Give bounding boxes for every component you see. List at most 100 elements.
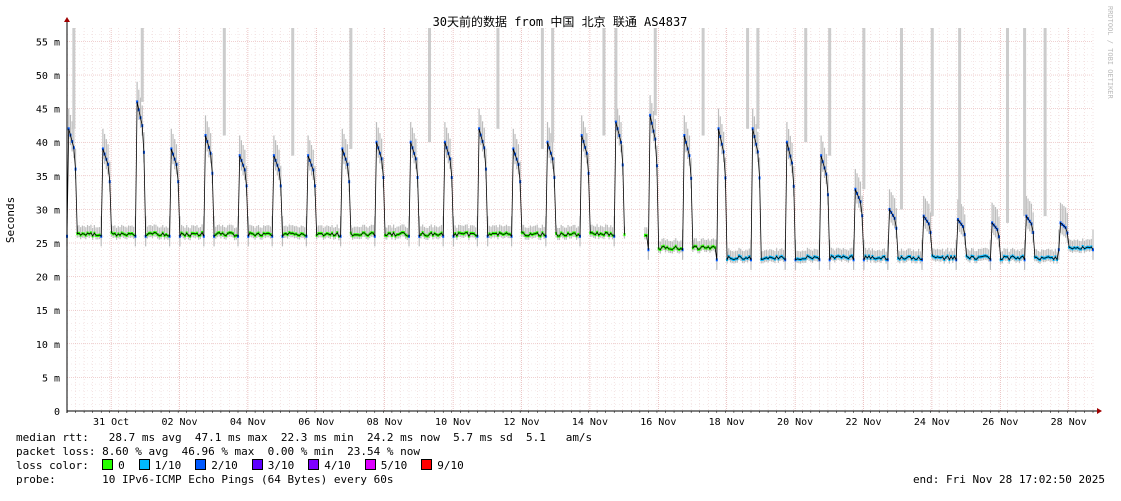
loss-spike bbox=[349, 28, 353, 149]
median-rtt-values: 28.7 ms avg 47.1 ms max 22.3 ms min 24.2… bbox=[108, 431, 593, 444]
loss-spike bbox=[72, 28, 76, 129]
loss-spike bbox=[496, 28, 500, 129]
x-tick-label: 04 Nov bbox=[230, 417, 266, 428]
loss-color-text: 5/10 bbox=[380, 459, 408, 472]
loss-spike bbox=[222, 28, 226, 136]
y-tick-label: 45 m bbox=[36, 105, 60, 116]
loss-color-item: 5/10 bbox=[364, 459, 408, 472]
loss-color-marker bbox=[647, 248, 650, 252]
x-tick-label: 18 Nov bbox=[709, 417, 745, 428]
x-tick-label: 10 Nov bbox=[435, 417, 471, 428]
y-tick-label: 55 m bbox=[36, 37, 60, 48]
loss-spike bbox=[602, 28, 606, 136]
loss-color-item: 3/10 bbox=[251, 459, 295, 472]
loss-spike bbox=[930, 28, 934, 217]
loss-color-items: 0 1/10 2/10 3/10 4/10 5/10 9/10 bbox=[102, 459, 478, 472]
loss-spike bbox=[862, 28, 866, 190]
y-tick-label: 50 m bbox=[36, 71, 60, 82]
x-tick-label: 06 Nov bbox=[298, 417, 334, 428]
loss-color-marker bbox=[649, 113, 652, 117]
loss-spike bbox=[1043, 28, 1047, 217]
packet-loss-values: 8.60 % avg 46.96 % max 0.00 % min 23.54 … bbox=[102, 445, 420, 458]
grid bbox=[66, 28, 1094, 412]
x-tick-label: 26 Nov bbox=[982, 417, 1018, 428]
probe-value: 10 IPv6-ICMP Echo Pings (64 Bytes) every… bbox=[102, 473, 394, 486]
x-tick-label: 31 Oct bbox=[93, 417, 129, 428]
loss-color-text: 3/10 bbox=[267, 459, 295, 472]
loss-spike bbox=[551, 28, 555, 143]
y-axis-arrow bbox=[64, 17, 70, 22]
x-tick-label: 12 Nov bbox=[503, 417, 539, 428]
loss-color-swatch bbox=[251, 459, 263, 470]
packet-loss-row: packet loss: 8.60 % avg 46.96 % max 0.00… bbox=[16, 445, 420, 459]
median-rtt-row: median rtt: 28.7 ms avg 47.1 ms max 22.3… bbox=[16, 431, 592, 445]
loss-color-swatch bbox=[364, 459, 376, 470]
loss-color-swatch bbox=[195, 459, 207, 470]
x-tick-label: 20 Nov bbox=[777, 417, 813, 428]
loss-spike bbox=[653, 28, 657, 116]
loss-spike bbox=[828, 28, 832, 156]
loss-spike bbox=[540, 28, 544, 149]
loss-color-text: 0 bbox=[118, 459, 125, 472]
axes: 0 5 m 10 m 15 m 20 m 25 m 30 m 35 m 40 m 45 m 50 m… bbox=[36, 17, 1102, 428]
loss-color-swatch bbox=[421, 459, 433, 470]
loss-color-marker bbox=[1092, 248, 1094, 252]
loss-spike bbox=[428, 28, 432, 143]
end-timestamp: end: Fri Nov 28 17:02:50 2025 bbox=[912, 473, 1105, 486]
stats-legend: median rtt: 28.7 ms avg 47.1 ms max 22.3… bbox=[16, 431, 1116, 501]
y-tick-label: 5 m bbox=[42, 373, 60, 384]
x-tick-label: 08 Nov bbox=[367, 417, 403, 428]
y-tick-label: 40 m bbox=[36, 138, 60, 149]
x-axis-arrow bbox=[1097, 408, 1102, 414]
loss-spike bbox=[140, 28, 144, 102]
y-axis-label: Seconds bbox=[4, 197, 17, 243]
y-tick-label: 25 m bbox=[36, 239, 60, 250]
median-rtt-line bbox=[66, 101, 1094, 262]
loss-color-swatch bbox=[102, 459, 114, 470]
loss-color-text: 1/10 bbox=[154, 459, 182, 472]
y-tick-label: 20 m bbox=[36, 273, 60, 284]
loss-spike bbox=[701, 28, 705, 136]
loss-color-item: 9/10 bbox=[421, 459, 464, 472]
x-tick-label: 02 Nov bbox=[161, 417, 197, 428]
x-tick-label: 16 Nov bbox=[640, 417, 676, 428]
probe-label: probe: bbox=[16, 473, 56, 486]
x-tick-label: 14 Nov bbox=[572, 417, 608, 428]
loss-spike bbox=[1006, 28, 1009, 223]
loss-spike bbox=[291, 28, 295, 156]
loss-spike bbox=[958, 28, 962, 220]
loss-color-label: loss color: bbox=[16, 459, 89, 472]
y-tick-label: 30 m bbox=[36, 205, 60, 216]
x-tick-label: 22 Nov bbox=[845, 417, 881, 428]
chart-title: 30天前的数据 from 中国 北京 联通 AS4837 bbox=[433, 14, 688, 29]
y-tick-label: 0 bbox=[54, 407, 60, 418]
loss-color-text: 9/10 bbox=[437, 459, 464, 472]
packet-loss-label: packet loss: bbox=[16, 445, 96, 458]
watermark: RRDTOOL / TOBI OETIKER bbox=[1106, 6, 1114, 100]
loss-spike bbox=[1023, 28, 1027, 217]
x-tick-label: 28 Nov bbox=[1051, 417, 1087, 428]
loss-spike bbox=[899, 28, 903, 210]
loss-color-text: 4/10 bbox=[324, 459, 351, 472]
loss-color-text: 2/10 bbox=[211, 459, 238, 472]
loss-spike bbox=[804, 28, 808, 143]
median-line-layer bbox=[66, 101, 1094, 262]
y-tick-label: 35 m bbox=[36, 172, 60, 183]
loss-color-item: 4/10 bbox=[308, 459, 351, 472]
loss-spike bbox=[756, 28, 760, 129]
loss-color-item: 2/10 bbox=[195, 459, 238, 472]
loss-color-swatch bbox=[308, 459, 320, 470]
loss-color-item: 0 bbox=[102, 459, 125, 472]
y-tick-label: 15 m bbox=[36, 306, 60, 317]
loss-spike bbox=[746, 28, 750, 129]
loss-color-marker bbox=[643, 233, 646, 237]
loss-color-item: 1/10 bbox=[138, 459, 182, 472]
median-rtt-label: median rtt: bbox=[16, 431, 89, 444]
y-tick-label: 10 m bbox=[36, 340, 60, 351]
probe-row: probe: 10 IPv6-ICMP Echo Pings (64 Bytes… bbox=[16, 473, 394, 487]
x-tick-label: 24 Nov bbox=[914, 417, 950, 428]
loss-spike bbox=[614, 28, 618, 123]
loss-color-row: loss color: 0 1/10 2/10 3/10 4/10 5/10 9/10 bbox=[16, 459, 478, 473]
loss-color-swatch bbox=[138, 459, 150, 470]
